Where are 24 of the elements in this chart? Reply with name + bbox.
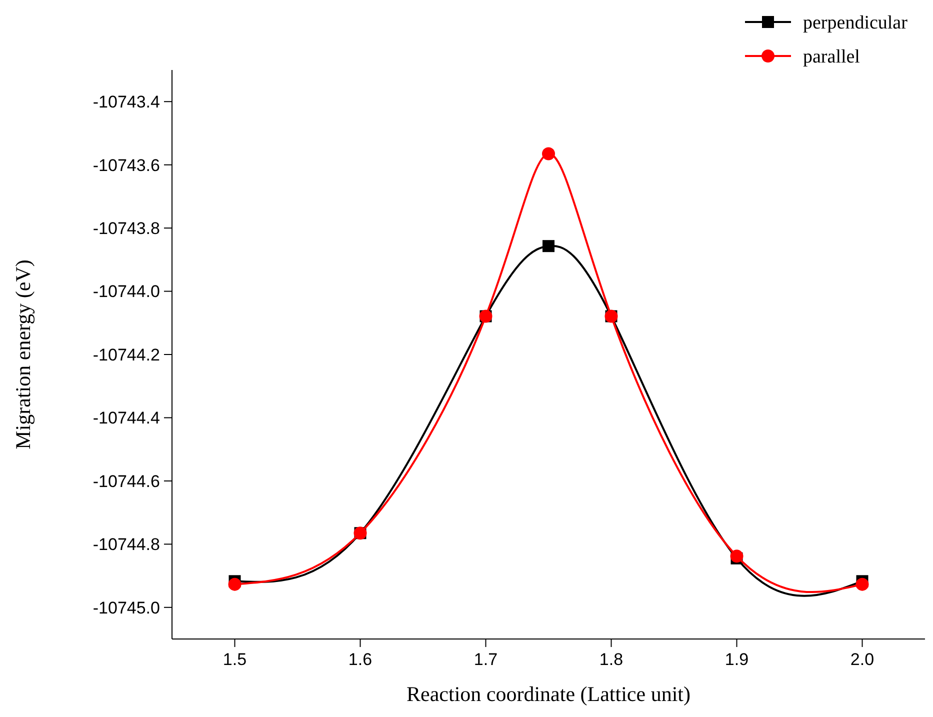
y-tick-label: -10744.4 [92, 408, 160, 428]
x-tick-label: 2.0 [850, 650, 874, 669]
x-axis-title: Reaction coordinate (Lattice unit) [406, 682, 690, 706]
point [228, 578, 242, 591]
point [730, 550, 744, 563]
y-tick-label: -10745.0 [92, 598, 160, 618]
y-axis-title: Migration energy (eV) [11, 260, 35, 450]
y-tick-label: -10744.8 [92, 535, 160, 554]
legend-label: parallel [803, 46, 860, 68]
y-tick-label: -10744.2 [92, 345, 160, 364]
point [856, 578, 869, 591]
x-tick-label: 1.5 [222, 650, 247, 669]
x-tick-label: 1.6 [348, 650, 372, 669]
y-tick-label: -10743.6 [92, 156, 160, 175]
point [542, 147, 555, 160]
y-tick-label: -10744.6 [92, 472, 160, 491]
x-tick-label: 1.7 [474, 650, 498, 669]
point [542, 240, 554, 252]
x-tick-label: 1.8 [599, 650, 624, 669]
y-tick-label: -10743.4 [92, 92, 160, 112]
legend-label: perpendicular [803, 12, 908, 34]
x-tick-label: 1.9 [724, 650, 749, 669]
y-tick-label: -10744.0 [92, 282, 160, 302]
y-tick-label: -10743.8 [92, 219, 160, 238]
